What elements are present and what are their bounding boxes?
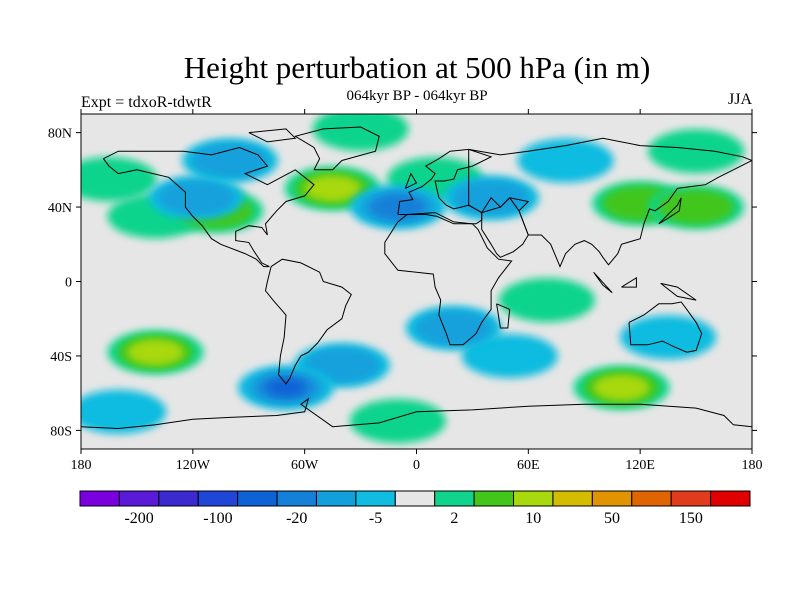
coastline-segment	[103, 146, 315, 268]
anomaly-blob	[81, 157, 157, 202]
colorbar-swatch	[473, 490, 515, 507]
lon-tick-label: 180	[71, 458, 92, 473]
colorbar-swatch	[631, 490, 672, 507]
coastline-segment	[496, 303, 511, 329]
coastline-segment	[593, 271, 613, 294]
coastline-segment	[660, 282, 697, 301]
colorbar-swatch	[394, 490, 436, 507]
anomaly-field	[81, 114, 745, 444]
anomaly-blob	[268, 379, 305, 397]
colorbar-swatch	[276, 490, 317, 507]
lat-tick-label: 40S	[50, 350, 72, 365]
coastline-segment	[628, 301, 703, 353]
colorbar-label: -200	[124, 510, 153, 527]
experiment-label: Expt = tdxoR-tdwtR	[81, 94, 212, 111]
lat-tick-label: 80N	[48, 127, 72, 142]
colorbar-swatch	[513, 490, 554, 507]
lon-tick-label: 60E	[517, 458, 540, 473]
coastlines	[81, 126, 752, 430]
colorbar: -200 -100 -20 -5 2 10 50 150	[79, 490, 751, 527]
colorbar-label: 2	[450, 510, 458, 527]
colorbar-swatch	[591, 490, 633, 507]
colorbar-label: -20	[286, 510, 307, 527]
colorbar-swatch	[315, 490, 357, 507]
colorbar-swatch	[237, 490, 278, 507]
season-label: JJA	[727, 91, 752, 108]
coastline-segment	[294, 126, 380, 171]
anomaly-blob	[593, 374, 650, 401]
coastline-segment	[468, 137, 752, 268]
anomaly-blob	[415, 310, 492, 346]
coastline-segment	[384, 212, 513, 346]
anomaly-blob	[192, 143, 269, 179]
lon-tick-label: 180	[742, 458, 763, 473]
lat-tick-label: 0	[65, 276, 72, 291]
coastline-segment	[81, 397, 752, 430]
anomaly-blob	[658, 189, 735, 225]
colorbar-label: 150	[679, 510, 703, 527]
colorbar-swatch	[158, 490, 199, 507]
lat-tick-label: 40N	[48, 201, 72, 216]
colorbar-swatch	[552, 490, 593, 507]
colorbar-swatch	[118, 490, 160, 507]
lon-tick-label: 0	[413, 458, 420, 473]
lat-tick-label: 80S	[50, 424, 72, 439]
coastline-segment	[658, 197, 682, 225]
colorbar-swatch	[355, 490, 396, 507]
colorbar-label: 10	[525, 510, 541, 527]
coastline-segment	[481, 197, 530, 258]
colorbar-swatch	[670, 490, 712, 507]
lon-tick-label: 60W	[291, 458, 319, 473]
longitude-axis: 180 120W 60W 0 60E 120E 180	[71, 109, 763, 473]
coastline-segment	[248, 128, 297, 143]
anomaly-blob	[127, 339, 184, 366]
colorbar-swatch	[79, 490, 120, 507]
colorbar-swatch	[197, 490, 239, 507]
anomaly-blob	[158, 180, 235, 216]
colorbar-label: -5	[369, 510, 382, 527]
map-title: Height perturbation at 500 hPa (in m)	[183, 50, 651, 85]
anomaly-blob	[312, 114, 409, 151]
lon-tick-label: 120E	[625, 458, 655, 473]
anomaly-blob	[648, 129, 745, 174]
latitude-axis: 80N 40N 0 40S 80S	[48, 127, 757, 439]
anomaly-blob	[349, 399, 446, 444]
coastline-segment	[621, 276, 637, 288]
lon-tick-label: 120W	[176, 458, 211, 473]
colorbar-swatch	[434, 490, 475, 507]
coastline-segment	[404, 172, 418, 189]
anomaly-blob	[81, 389, 167, 434]
coastline-segment	[264, 258, 352, 385]
colorbar-swatch	[710, 490, 751, 507]
map-subtitle: 064kyr BP - 064kyr BP	[346, 88, 488, 104]
colorbar-label: 50	[604, 510, 620, 527]
anomaly-blob	[369, 194, 426, 221]
anomaly-blob	[461, 333, 558, 378]
coastline-segment	[397, 148, 493, 225]
colorbar-label: -100	[203, 510, 232, 527]
anomaly-blob	[620, 315, 717, 360]
anomaly-blob	[304, 175, 361, 202]
anomaly-blob	[498, 278, 595, 323]
